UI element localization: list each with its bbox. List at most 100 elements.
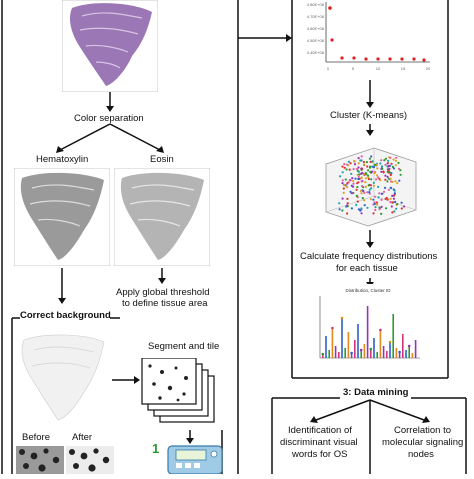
scatter-ytick: 4.50E+08 [307, 38, 325, 43]
scatter-xtick: 10 [376, 66, 381, 71]
histogram-bar [338, 352, 340, 358]
cluster-point [353, 160, 356, 163]
cluster-point [372, 165, 376, 169]
cluster-point [400, 201, 403, 204]
histogram-bar [331, 328, 334, 358]
cluster-point [361, 197, 364, 200]
corrected-tissue-image [16, 330, 110, 431]
frequency-histogram: Distribution, Cluster ID [312, 284, 424, 373]
scatter-xtick: 20 [426, 66, 431, 71]
correct-background-label: Correct background [20, 310, 111, 321]
cluster-point [402, 205, 406, 208]
cluster-point [399, 173, 402, 176]
cluster-point [357, 166, 360, 169]
cluster-point [355, 194, 359, 197]
hist-title: Distribution, Cluster ID [345, 288, 391, 293]
cluster-point [360, 212, 363, 215]
cluster-point [364, 172, 367, 175]
cluster-point [389, 177, 392, 180]
histogram-bar [322, 354, 324, 358]
cluster-point [367, 177, 370, 181]
cluster-point [393, 210, 396, 213]
cluster-point [366, 165, 369, 168]
cluster-point [363, 173, 366, 176]
histogram-bar [411, 353, 414, 358]
cluster-point [394, 180, 397, 183]
cluster-point [386, 175, 389, 178]
cluster-point [388, 171, 391, 174]
dm-item-1-line-2: discriminant visual [280, 437, 358, 448]
eosin-image [113, 167, 211, 271]
cluster-point [373, 163, 376, 166]
frequency-line-2: for each tissue [336, 263, 398, 274]
cluster-point [360, 180, 363, 183]
cluster-point [379, 162, 382, 165]
histogram-marker [379, 328, 382, 332]
cluster-point [339, 175, 342, 178]
cluster-point [356, 169, 359, 172]
cluster-point [359, 159, 362, 162]
cluster-point [357, 181, 360, 184]
cluster-point [366, 191, 369, 194]
cluster-point [346, 186, 349, 189]
dm-item-2-line-3: nodes [408, 449, 434, 460]
before-image [16, 446, 64, 479]
cluster-point [350, 192, 353, 195]
he-tissue-image [61, 0, 159, 97]
cluster-point [400, 207, 403, 210]
cluster-point [350, 172, 353, 175]
cluster-point [368, 188, 371, 191]
cluster-point [367, 169, 370, 172]
threshold-line-1: Apply global threshold [116, 287, 210, 298]
cluster-point [391, 211, 394, 214]
cluster-point [391, 194, 394, 197]
cluster-point [387, 159, 390, 162]
cluster-point [395, 156, 398, 159]
cluster-point [385, 196, 388, 200]
cluster-point [349, 162, 352, 165]
cluster-point [380, 159, 383, 162]
cluster-point [351, 185, 355, 188]
cluster-point [372, 184, 375, 187]
histogram-marker [321, 352, 325, 356]
cluster-point [384, 186, 387, 189]
cluster-point [399, 169, 402, 172]
cluster-point [389, 197, 392, 200]
cluster-point [341, 209, 344, 212]
scatter-ytick: 4.70E+08 [307, 14, 325, 19]
cluster-point [370, 178, 373, 181]
threshold-line-2: to define tissue area [122, 298, 208, 309]
cluster-point [356, 200, 359, 203]
histogram-marker [350, 351, 353, 355]
cluster-point [353, 163, 357, 166]
cluster-point [391, 201, 394, 204]
cluster-point [355, 167, 358, 171]
dm-item-2-line-2: molecular signaling [382, 437, 464, 448]
cluster-point [372, 181, 375, 184]
dm-item-1-line-1: Identification of [288, 425, 352, 436]
cluster-point [378, 192, 381, 195]
histogram-bar [392, 314, 394, 358]
tile-stack [140, 357, 230, 435]
cluster-point [379, 179, 382, 182]
cluster-point [389, 200, 392, 204]
cluster-point [352, 168, 355, 171]
histogram-bar [395, 348, 398, 358]
histogram-bar [344, 348, 346, 358]
cluster-point [361, 171, 364, 175]
cluster-point [396, 182, 399, 185]
histogram-bar [357, 324, 359, 358]
cluster-point [357, 162, 360, 165]
cluster-point [382, 190, 386, 193]
cluster-point [341, 171, 344, 174]
cluster-point [364, 177, 368, 180]
scatter-xtick: 15 [401, 66, 406, 71]
histogram-marker [398, 350, 401, 354]
cluster-point [357, 175, 360, 178]
cluster-point [355, 203, 358, 206]
cluster-point [365, 161, 368, 164]
cluster-point [341, 165, 344, 168]
color-separation-label: Color separation [74, 113, 144, 124]
cluster-point [376, 176, 380, 179]
cluster-point [395, 207, 398, 210]
